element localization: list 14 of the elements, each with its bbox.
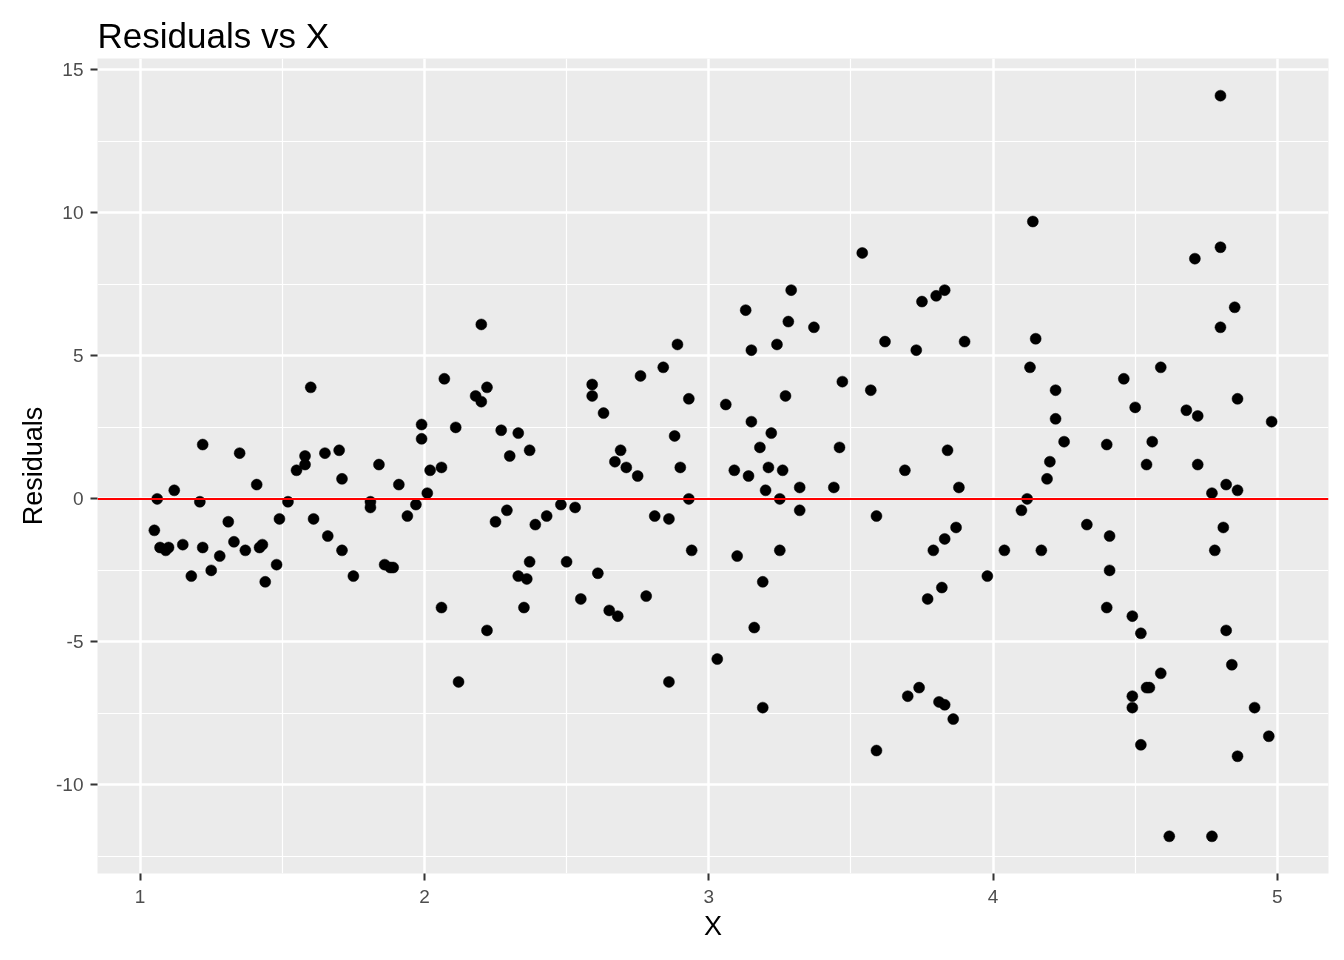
- x-tick-label: 5: [1272, 885, 1283, 907]
- y-tick-label: 0: [72, 488, 84, 510]
- x-tick-label: 3: [703, 885, 715, 907]
- y-tick-label: -5: [66, 631, 84, 653]
- y-tick-label: 15: [62, 59, 84, 81]
- x-axis-title: X: [704, 910, 723, 941]
- y-tick-label: 5: [72, 345, 84, 367]
- y-axis-title: Residuals: [18, 406, 49, 526]
- x-tick-label: 4: [987, 885, 999, 907]
- x-tick-label: 1: [134, 885, 146, 907]
- x-tick-label: 2: [419, 885, 430, 907]
- y-tick-label: -10: [56, 774, 84, 796]
- chart-title: Residuals vs X: [97, 15, 329, 55]
- y-tick-label: 10: [62, 202, 84, 224]
